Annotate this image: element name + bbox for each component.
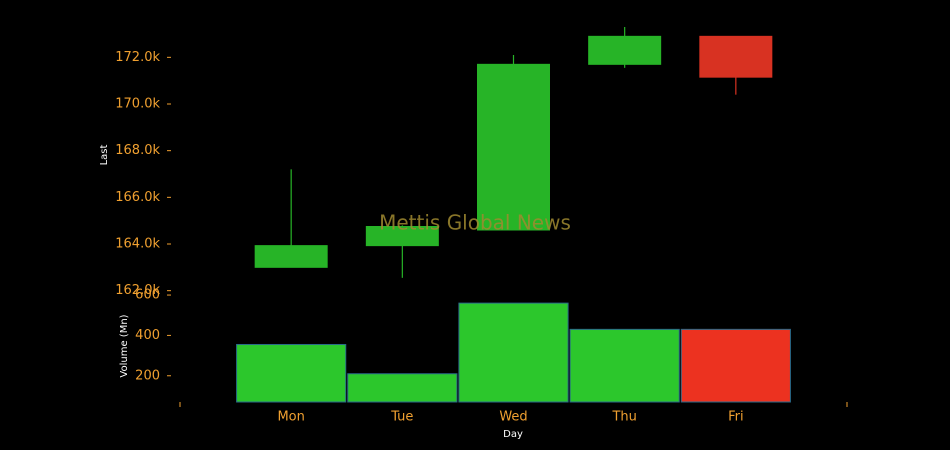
y2-tick-label: 200 (135, 368, 160, 383)
candle-body (699, 35, 773, 78)
x-tick-label: Thu (611, 410, 636, 425)
y-tick-label: 162.0k (115, 283, 160, 298)
x-tick-label: Wed (499, 410, 527, 425)
y2-tick-label: 600 (135, 288, 160, 303)
y-tick-label: 172.0k (115, 50, 160, 65)
volume-bar (680, 328, 791, 403)
y-tick-label: 170.0k (115, 97, 160, 112)
y2-tick-label: 400 (135, 328, 160, 343)
y-tick-label: 164.0k (115, 237, 160, 252)
candle-body (254, 245, 328, 268)
y-axis-label: Last (99, 145, 110, 166)
volume-bar (458, 302, 569, 403)
y-tick-label: 166.0k (115, 190, 160, 205)
candle-body (588, 35, 662, 65)
watermark: Mettis Global News (379, 211, 571, 235)
volume-bar (236, 343, 347, 403)
x-axis-label: Day (503, 429, 523, 440)
x-tick-label: Fri (728, 410, 744, 425)
candle-body (477, 63, 550, 231)
y2-axis-label: Volume (Mn) (119, 314, 130, 377)
y-tick-label: 168.0k (115, 143, 160, 158)
volume-bar (347, 373, 458, 403)
x-tick-label: Tue (390, 410, 413, 425)
x-tick-label: Mon (277, 410, 304, 425)
volume-bar (569, 328, 680, 403)
candle-body (365, 226, 439, 247)
